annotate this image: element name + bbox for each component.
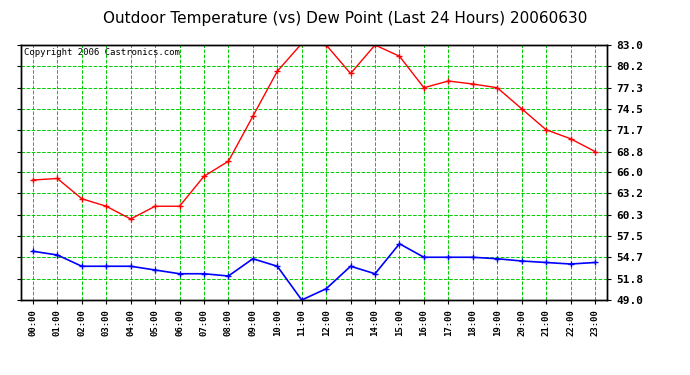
Text: Copyright 2006 Castronics.com: Copyright 2006 Castronics.com xyxy=(23,48,179,57)
Text: Outdoor Temperature (vs) Dew Point (Last 24 Hours) 20060630: Outdoor Temperature (vs) Dew Point (Last… xyxy=(103,11,587,26)
